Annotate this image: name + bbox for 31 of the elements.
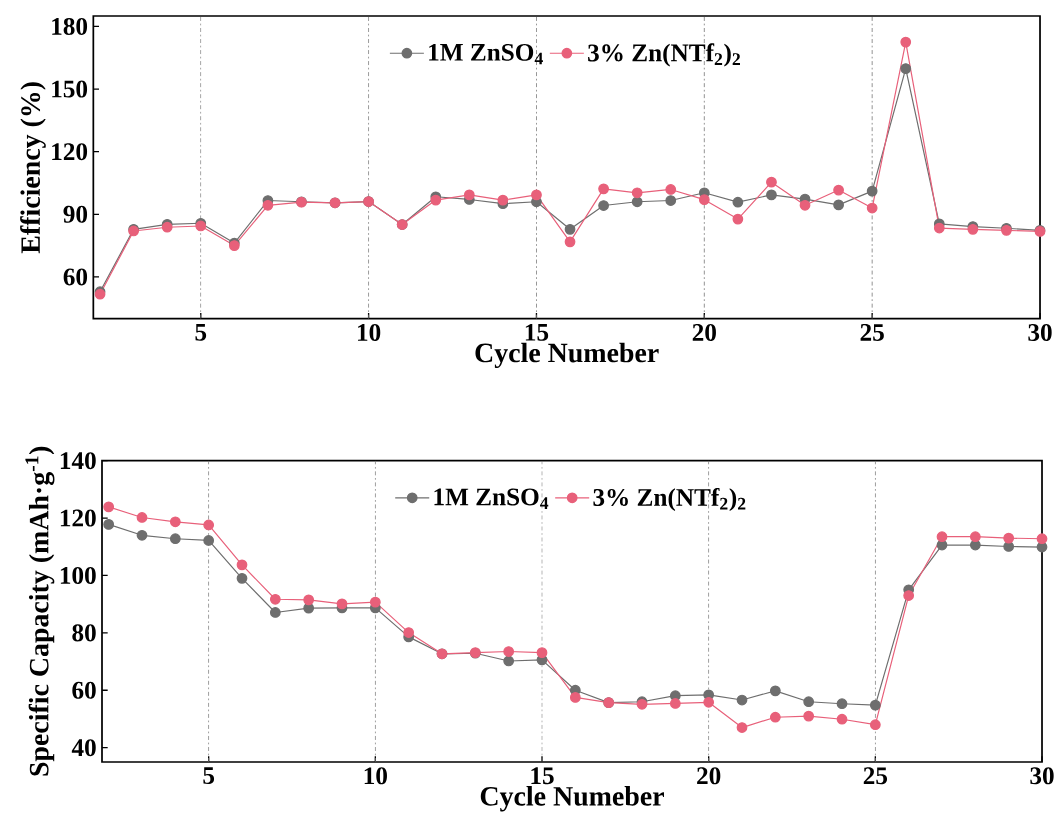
x-tick-label: 25 bbox=[860, 323, 884, 341]
x-tick-label: 25 bbox=[863, 767, 888, 785]
y-tick-label: 140 bbox=[60, 452, 96, 470]
y-tick-label: 120 bbox=[60, 509, 96, 527]
legend-label: 1M ZnSO$_{4}$ bbox=[434, 488, 549, 509]
legend-label: 3% Zn(NTf$_{2}$)$_{2}$ bbox=[593, 487, 746, 512]
x-tick-label: 20 bbox=[697, 767, 721, 785]
y-axis-title: Specific Capacity (mAh·g$^{-1}$) bbox=[25, 446, 55, 776]
x-tick-label: 10 bbox=[364, 767, 387, 785]
y-tick-label: 60 bbox=[63, 268, 88, 286]
x-tick-label: 10 bbox=[358, 323, 381, 341]
y-tick-label: 120 bbox=[52, 143, 88, 161]
legend-label: 3% Zn(NTf$_{2}$)$_{2}$ bbox=[588, 43, 740, 67]
x-tick-label: 20 bbox=[692, 323, 716, 341]
x-tick-label: 30 bbox=[1030, 767, 1054, 785]
y-tick-label: 80 bbox=[72, 624, 96, 642]
x-tick-label: 30 bbox=[1028, 323, 1052, 341]
x-axis-title: Cycle Numeber bbox=[480, 786, 664, 812]
y-tick-label: 90 bbox=[63, 205, 88, 223]
y-axis-title: Efficiency (%) bbox=[20, 82, 46, 254]
x-tick-label: 15 bbox=[525, 323, 549, 341]
x-tick-label: 5 bbox=[203, 767, 215, 785]
y-tick-label: 100 bbox=[60, 566, 96, 584]
legend-label: 1M ZnSO$_{4}$ bbox=[429, 43, 543, 65]
x-tick-label: 15 bbox=[531, 767, 554, 785]
x-tick-label: 5 bbox=[195, 323, 207, 341]
x-axis-title: Cycle Numeber bbox=[475, 342, 659, 369]
y-tick-label: 180 bbox=[52, 17, 88, 35]
y-tick-label: 60 bbox=[72, 681, 96, 699]
y-tick-label: 150 bbox=[52, 80, 88, 98]
y-tick-label: 40 bbox=[71, 739, 96, 757]
